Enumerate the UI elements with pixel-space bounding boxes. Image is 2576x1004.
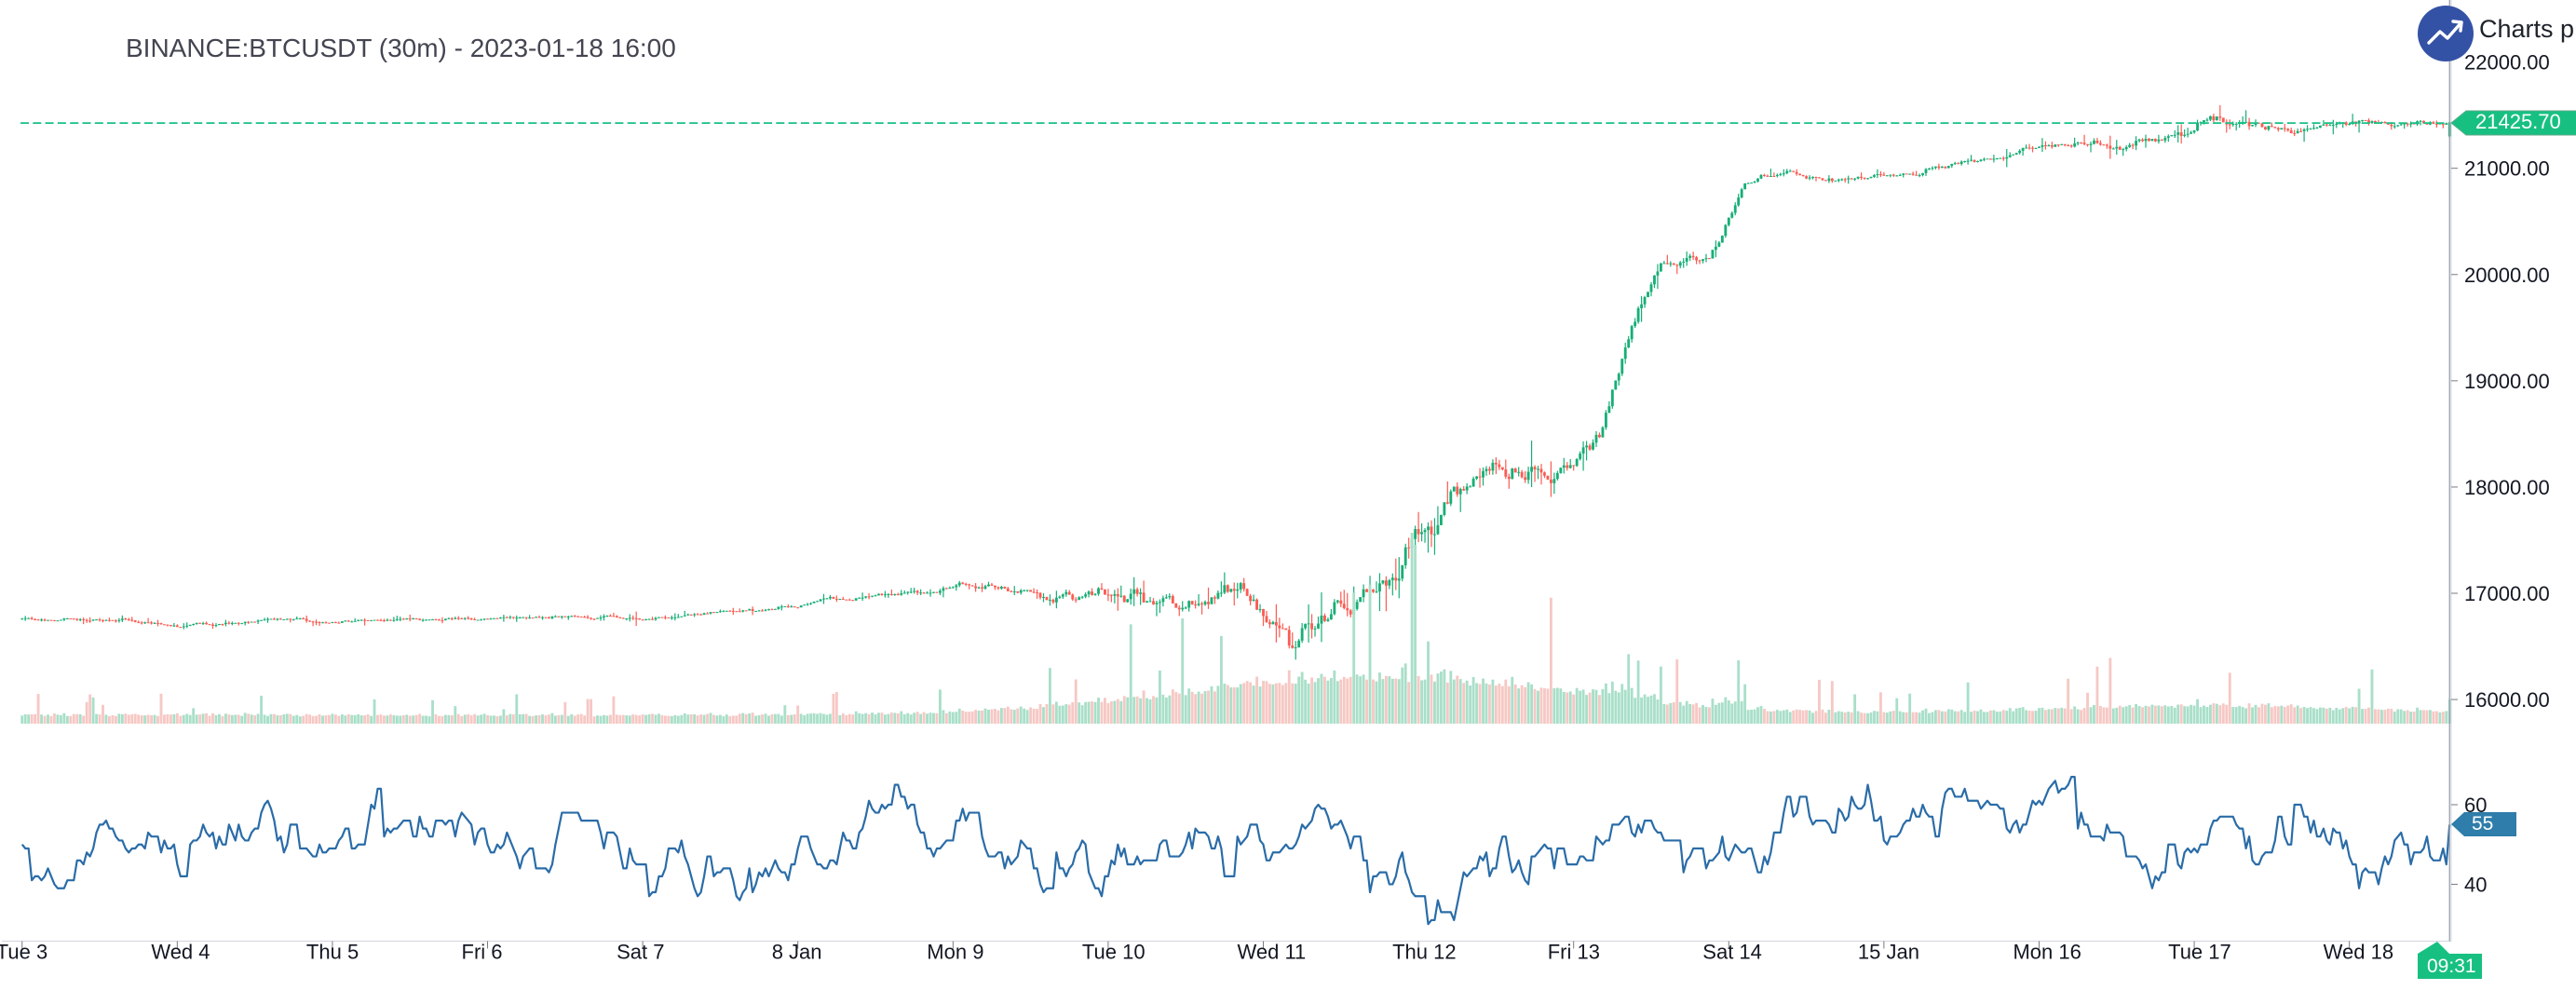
- svg-text:18000.00: 18000.00: [2464, 476, 2550, 499]
- svg-text:Thu 12: Thu 12: [1392, 941, 1457, 964]
- svg-text:Wed 11: Wed 11: [1238, 941, 1307, 964]
- svg-text:Tue 17: Tue 17: [2168, 941, 2231, 964]
- svg-text:40: 40: [2464, 873, 2487, 896]
- svg-text:Wed 18: Wed 18: [2324, 941, 2393, 964]
- svg-text:22000.00: 22000.00: [2464, 51, 2550, 75]
- svg-text:16000.00: 16000.00: [2464, 688, 2550, 712]
- svg-text:8 Jan: 8 Jan: [772, 941, 822, 964]
- svg-text:Sat 14: Sat 14: [1702, 941, 1762, 964]
- svg-text:Mon 9: Mon 9: [927, 941, 983, 964]
- svg-text:Tue 10: Tue 10: [1082, 941, 1146, 964]
- svg-text:20000.00: 20000.00: [2464, 264, 2550, 287]
- svg-text:Mon 16: Mon 16: [2013, 941, 2081, 964]
- svg-text:Fri 6: Fri 6: [462, 941, 503, 964]
- svg-text:Wed 4: Wed 4: [151, 941, 210, 964]
- svg-text:21000.00: 21000.00: [2464, 157, 2550, 181]
- svg-text:19000.00: 19000.00: [2464, 370, 2550, 393]
- svg-text:Sat 7: Sat 7: [617, 941, 664, 964]
- svg-text:21425.70: 21425.70: [2475, 110, 2561, 133]
- svg-text:09:31: 09:31: [2427, 956, 2476, 977]
- svg-text:Thu 5: Thu 5: [306, 941, 359, 964]
- svg-text:55: 55: [2472, 813, 2493, 834]
- svg-text:Tue 3: Tue 3: [0, 941, 47, 964]
- svg-text:Fri 13: Fri 13: [1548, 941, 1600, 964]
- svg-text:15 Jan: 15 Jan: [1858, 941, 1919, 964]
- svg-text:17000.00: 17000.00: [2464, 582, 2550, 605]
